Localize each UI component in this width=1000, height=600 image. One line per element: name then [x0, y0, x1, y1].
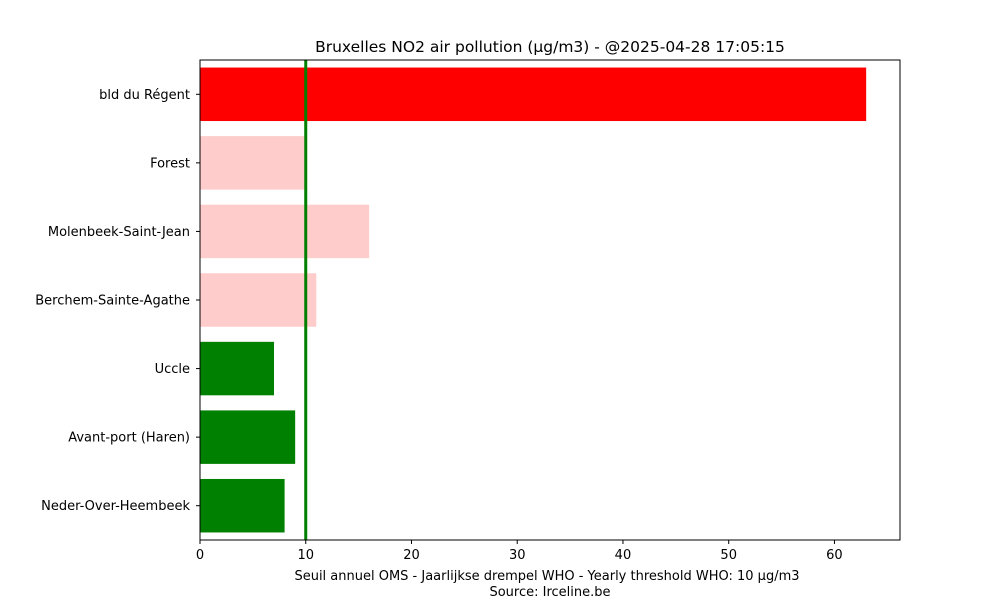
y-tick-label: Berchem-Sainte-Agathe — [35, 294, 190, 309]
y-tick-label: bld du Régent — [99, 88, 190, 103]
chart-title: Bruxelles NO2 air pollution (µg/m3) - @2… — [315, 38, 785, 56]
bar-0 — [200, 67, 867, 122]
x-tick-label: 40 — [615, 548, 632, 563]
y-tick-label: Molenbeek-Saint-Jean — [48, 225, 190, 240]
y-tick-label: Neder-Over-Heembeek — [41, 499, 190, 514]
y-tick-label: Avant-port (Haren) — [68, 431, 190, 446]
plot-frame — [199, 59, 901, 541]
bar-5 — [200, 410, 296, 464]
source-label: Source: Irceline.be — [489, 585, 610, 600]
bar-6 — [200, 478, 285, 533]
x-tick-label: 10 — [297, 548, 314, 563]
x-tick-label: 0 — [196, 548, 204, 563]
bar-1 — [200, 136, 306, 190]
bars-group — [200, 67, 867, 533]
bar-4 — [200, 341, 275, 396]
x-tick-label: 50 — [720, 548, 737, 563]
y-axis: bld du Régent Forest Molenbeek-Saint-Jean B… — [35, 88, 200, 514]
y-tick-label: Uccle — [155, 362, 190, 377]
y-tick-label: Forest — [150, 156, 190, 171]
bar-2 — [200, 204, 370, 259]
x-tick-label: 20 — [403, 548, 420, 563]
x-axis: 0 10 20 30 40 50 60 — [196, 540, 843, 563]
bar-3 — [200, 273, 317, 327]
x-axis-label: Seuil annuel OMS - Jaarlijkse drempel WH… — [294, 569, 799, 584]
x-tick-label: 30 — [509, 548, 526, 563]
x-tick-label: 60 — [826, 548, 843, 563]
